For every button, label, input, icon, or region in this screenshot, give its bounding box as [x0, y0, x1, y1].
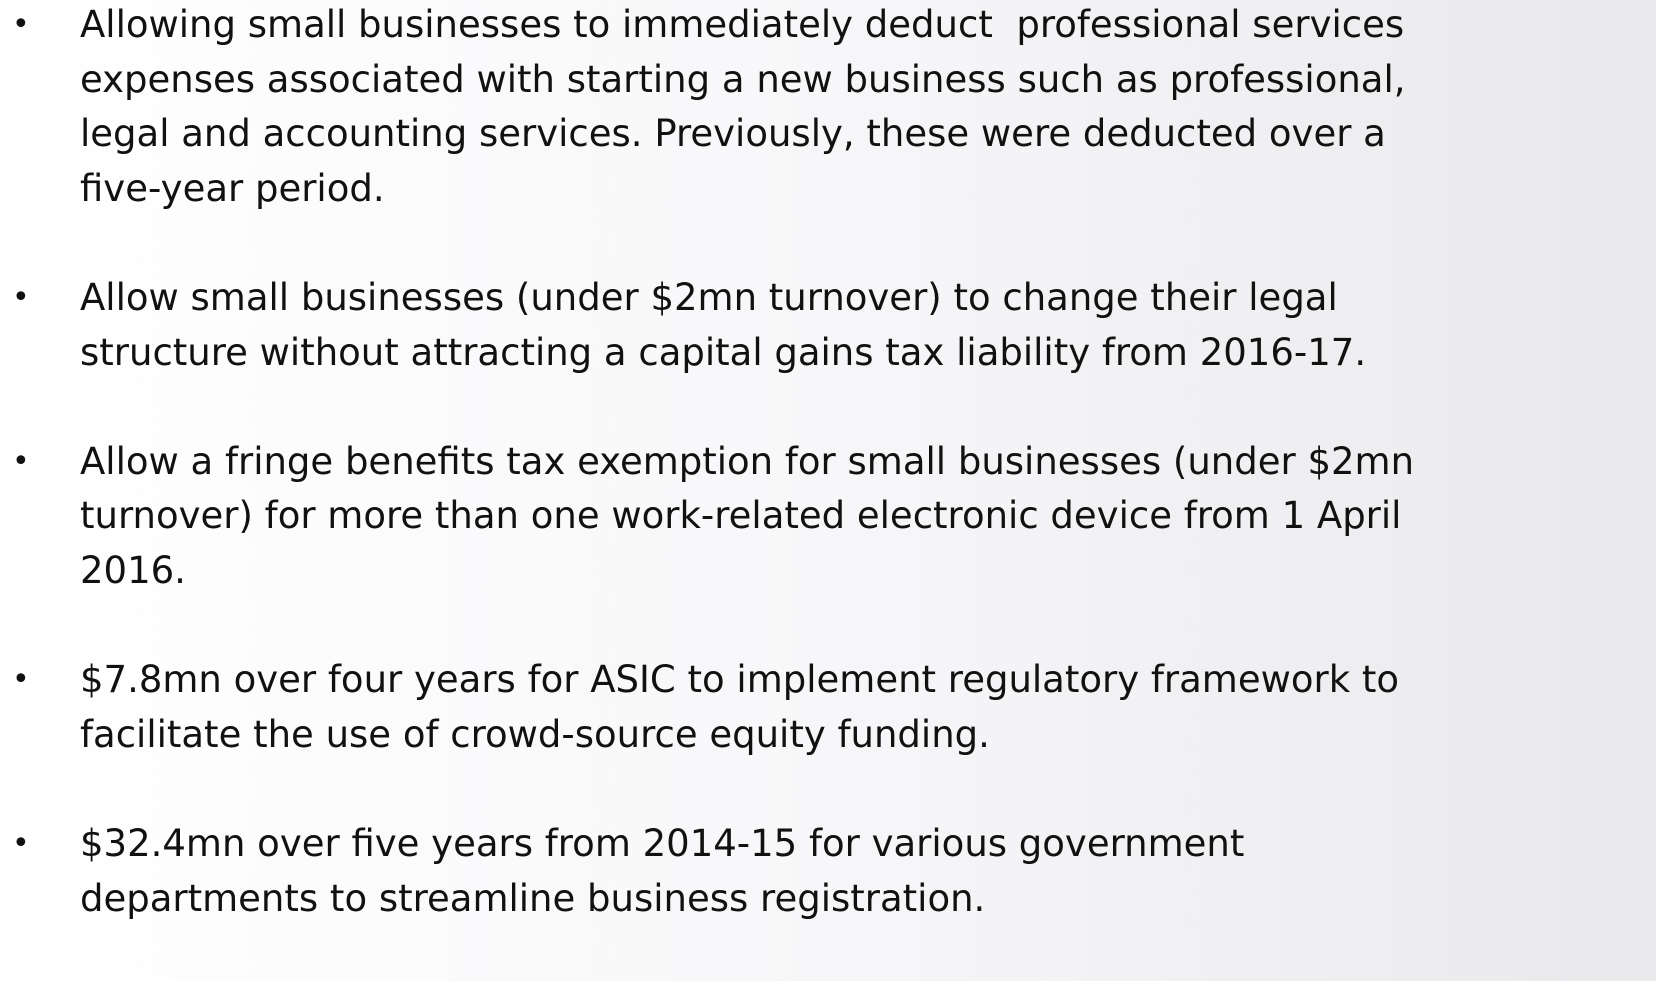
bullet-marker: •: [12, 662, 30, 698]
bullet-item: • Allowing small businesses to immediatel…: [0, 0, 1656, 216]
bullet-text-line: 2016.: [80, 548, 186, 592]
bullet-text-line: $32.4mn over five years from 2014-15 for…: [80, 821, 1245, 865]
bullet-marker: •: [12, 825, 30, 861]
bullet-text-line: Allow small businesses (under $2mn turno…: [80, 275, 1338, 319]
bullet-text-line: Allow a fringe benefits tax exemption fo…: [80, 439, 1415, 483]
bullet-marker: •: [12, 443, 30, 479]
bullet-text-line: expenses associated with starting a new …: [80, 57, 1406, 101]
bullet-text-line: five-year period.: [80, 166, 385, 210]
bullet-item: • Allow a fringe benefits tax exemption f…: [0, 435, 1656, 599]
bullet-item: • $32.4mn over five years from 2014-15 fo…: [0, 817, 1656, 926]
bullet-text-line: Allowing small businesses to immediately…: [80, 3, 1405, 46]
bullet-item: • $7.8mn over four years for ASIC to impl…: [0, 653, 1656, 762]
bullet-text-line: $7.8mn over four years for ASIC to imple…: [80, 658, 1400, 702]
bullet-item: • Allow small businesses (under $2mn turn…: [0, 271, 1656, 380]
bullet-marker: •: [12, 7, 30, 42]
bullet-text-line: structure without attracting a capital g…: [80, 330, 1367, 374]
bullet-text-line: legal and accounting services. Previousl…: [80, 112, 1386, 156]
bullet-text-line: facilitate the use of crowd-source equit…: [80, 712, 990, 756]
bullet-text-line: turnover) for more than one work-related…: [80, 494, 1402, 538]
bullet-marker: •: [12, 279, 30, 315]
bullet-text-line: departments to streamline business regis…: [80, 876, 986, 920]
